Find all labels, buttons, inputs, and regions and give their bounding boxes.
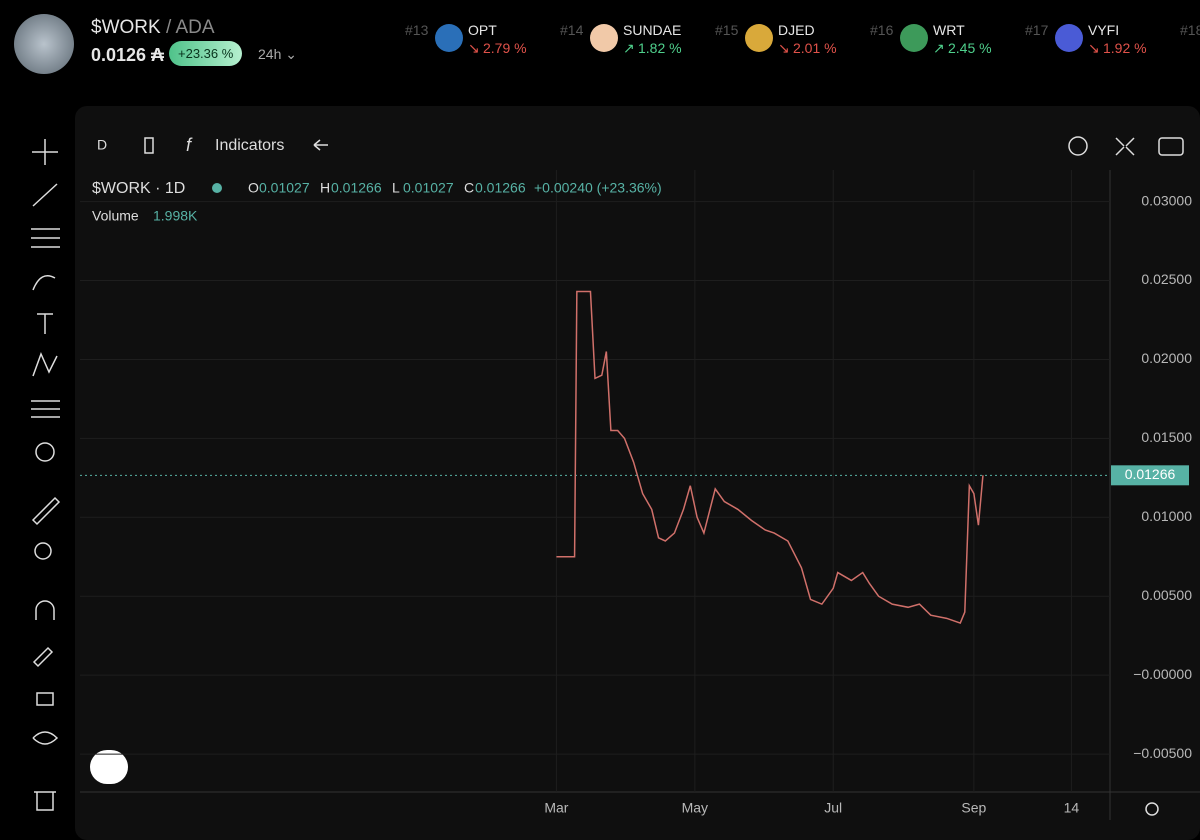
plot: 0.03000 0.02500 0.02000 0.01500 0.01000 0.005…	[80, 170, 1192, 816]
pattern-icon[interactable]	[32, 351, 58, 377]
ticker-change: 2.01 %	[793, 40, 837, 56]
indicators-button[interactable]: Indicators	[215, 137, 284, 154]
change-badge: +23.36 %	[169, 41, 243, 66]
ticker-rank: #14	[560, 22, 584, 38]
theme-icon[interactable]	[1145, 802, 1159, 816]
x-tick-label: Mar	[544, 800, 568, 816]
pair: / ADA	[165, 17, 215, 38]
y-tick-label: 0.01000	[1141, 508, 1192, 524]
ticker-arrow: ↗	[933, 40, 945, 56]
panel-bg	[75, 106, 1200, 840]
y-tick-label: −0.00000	[1133, 666, 1192, 682]
zoom-icon[interactable]	[34, 542, 52, 560]
ticker-icon	[435, 24, 463, 52]
ticker-arrow: ↘	[1088, 40, 1100, 56]
settings-icon[interactable]	[1068, 136, 1088, 156]
volume-label: Volume	[92, 208, 139, 224]
fullscreen-icon[interactable]	[1115, 137, 1135, 156]
legend-change: +0.00240 (+23.36%)	[534, 180, 662, 196]
fib-icon[interactable]	[31, 228, 60, 248]
ticker-change: 1.82 %	[638, 40, 682, 56]
period-select[interactable]: 24h ⌄	[258, 46, 297, 62]
ticker-icon	[590, 24, 618, 52]
ohlc-label: H	[320, 180, 330, 196]
candle-type-icon[interactable]	[144, 137, 154, 154]
ohlc-value: 0.01266	[475, 180, 526, 196]
emoji-icon[interactable]	[35, 442, 55, 462]
lock-icon[interactable]	[36, 692, 54, 706]
fx-icon: f	[186, 135, 193, 155]
legend-title: $WORK · 1D	[92, 180, 185, 197]
x-tick-label: Sep	[961, 800, 986, 816]
y-tick-label: 0.02500	[1141, 271, 1192, 287]
ticker-icon	[745, 24, 773, 52]
trash-icon[interactable]	[34, 791, 56, 811]
ticker-name: DJED	[778, 22, 815, 38]
eye-icon[interactable]	[32, 731, 59, 745]
interval[interactable]: D	[97, 137, 107, 153]
text-icon[interactable]	[37, 313, 53, 334]
ruler-icon[interactable]	[31, 496, 61, 526]
ticker-name: SUNDAE	[623, 22, 682, 38]
forecast-icon[interactable]	[31, 400, 60, 418]
undo-icon[interactable]	[313, 139, 328, 151]
ohlc-value: 0.01027	[259, 180, 310, 196]
ticker-arrow: ↘	[468, 40, 480, 56]
camera-icon[interactable]	[1158, 137, 1184, 156]
x-tick-label: Jul	[824, 800, 842, 816]
crosshair-icon[interactable]	[32, 139, 58, 165]
y-tick-label: 0.01500	[1141, 429, 1192, 445]
ohlc-label: C	[464, 180, 474, 196]
token-logo	[14, 14, 74, 74]
legend: $WORK · 1D Volume 1.998K O 0.01027 H 0.0126…	[92, 180, 662, 224]
ohlc-label: O	[248, 180, 259, 196]
x-tick-label: May	[682, 800, 708, 816]
ohlc-value: 0.01266	[331, 180, 382, 196]
trendline-icon[interactable]	[32, 183, 58, 207]
ticker-icon	[900, 24, 928, 52]
ohlc-value: 0.01027	[403, 180, 454, 196]
last-price-badge	[1111, 465, 1189, 486]
magnet-icon[interactable]	[35, 600, 55, 620]
ticker-rank: #16	[870, 22, 894, 38]
drawing-tools	[31, 136, 1184, 816]
tv-logo	[90, 750, 128, 784]
ticker-icon	[1055, 24, 1083, 52]
price: 0.0126 ₳	[91, 45, 165, 65]
status-dot	[212, 183, 222, 193]
y-tick-label: −0.00500	[1133, 745, 1192, 761]
ticker-rank: #17	[1025, 22, 1049, 38]
y-tick-label: 0.03000	[1141, 192, 1192, 208]
x-tick-label: 14	[1064, 800, 1080, 816]
period: 24h	[258, 46, 282, 62]
last-price-label: 0.01266	[1125, 466, 1176, 482]
ticker-rank: #15	[715, 22, 739, 38]
ticker-rank: #18	[1180, 22, 1200, 38]
ohlc-label: L	[392, 180, 400, 196]
ticker-name: WRT	[933, 22, 965, 38]
symbol-row: $WORK / ADA	[91, 17, 215, 39]
y-tick-label: 0.00500	[1141, 587, 1192, 603]
lock-draw-icon[interactable]	[32, 646, 54, 668]
ticker-change: 2.45 %	[948, 40, 992, 56]
y-tick-label: 0.02000	[1141, 350, 1192, 366]
symbol: $WORK	[91, 17, 161, 38]
ticker-change: 1.92 %	[1103, 40, 1147, 56]
brush-icon[interactable]	[32, 275, 56, 291]
ticker-arrow: ↗	[623, 40, 635, 56]
ticker-rank: #13	[405, 22, 429, 38]
ticker-change: 2.79 %	[483, 40, 527, 56]
ticker-name: VYFI	[1088, 22, 1120, 38]
ticker-name: OPT	[468, 22, 497, 38]
ticker-arrow: ↘	[778, 40, 790, 56]
volume-value: 1.998K	[153, 208, 198, 224]
price-line	[556, 290, 984, 625]
